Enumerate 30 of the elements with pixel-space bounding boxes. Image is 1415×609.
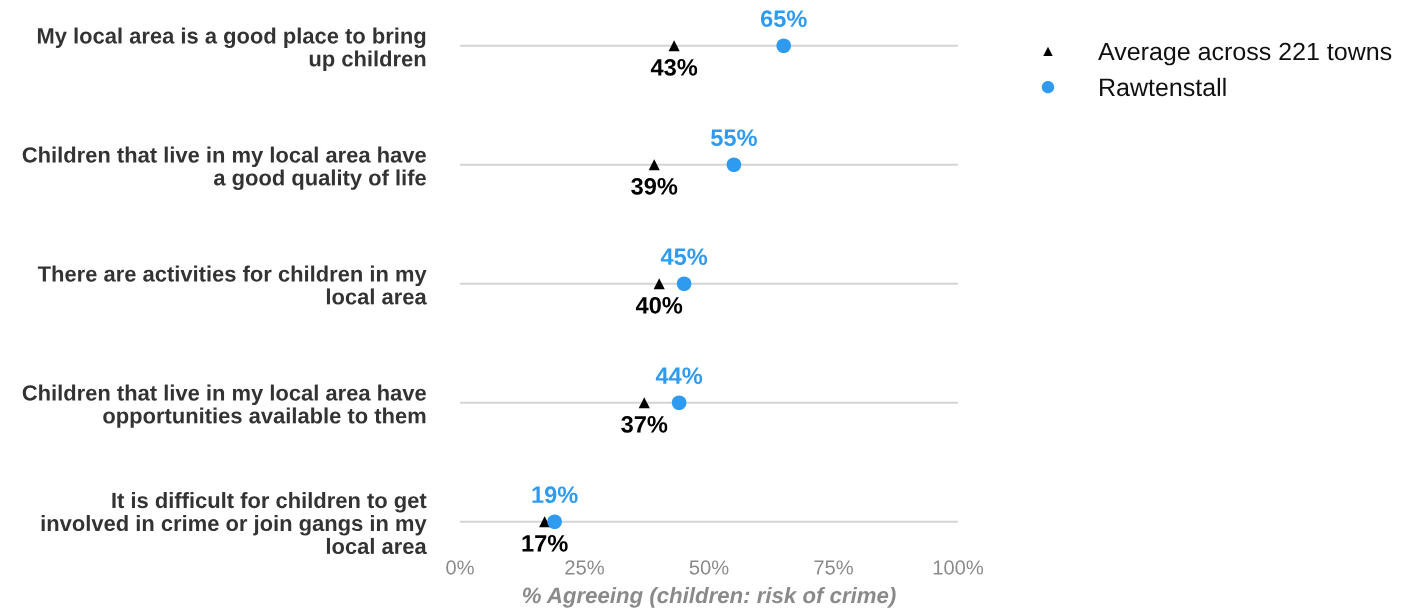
data-label: 44%: [655, 367, 703, 385]
y-tick-label: Children that live in my local area have a good quality of life: [22, 146, 426, 190]
x-tick-label: 50%: [689, 560, 729, 575]
x-tick-label: 75%: [814, 560, 853, 575]
legend-label: Average across 221 towns: [1098, 42, 1392, 66]
data-label: 45%: [660, 248, 708, 266]
y-tick-label: It is difficult for children to get involved in crime or join gangs in my local area: [41, 492, 427, 555]
data-label: 55%: [711, 129, 757, 147]
data-label: 40%: [635, 296, 683, 314]
data-label: 19%: [532, 486, 578, 504]
data-label: 37%: [621, 415, 668, 433]
x-axis-title: % Agreeing (children: risk of crime): [522, 586, 896, 608]
point: [776, 38, 791, 54]
point: [671, 395, 687, 411]
x-tick-label: 100%: [933, 560, 984, 575]
data-label: 17%: [522, 535, 568, 552]
y-tick-label: My local area is a good place to bring up children: [37, 27, 426, 71]
y-tick-label: Children that live in my local area have opportunities available to them: [22, 384, 426, 428]
x-tick-label: 25%: [565, 560, 604, 575]
point: [539, 516, 551, 528]
y-tick-label: There are activities for children in my local area: [37, 265, 427, 305]
data-label: 39%: [631, 177, 678, 195]
data-label: 43%: [650, 58, 698, 76]
legend-label: Rawtenstall: [1100, 77, 1226, 97]
point: [547, 514, 562, 530]
data-label: 65%: [760, 10, 807, 28]
x-tick-label: 0%: [446, 560, 474, 575]
point: [726, 157, 742, 173]
point: [676, 276, 692, 292]
point: [668, 40, 680, 52]
